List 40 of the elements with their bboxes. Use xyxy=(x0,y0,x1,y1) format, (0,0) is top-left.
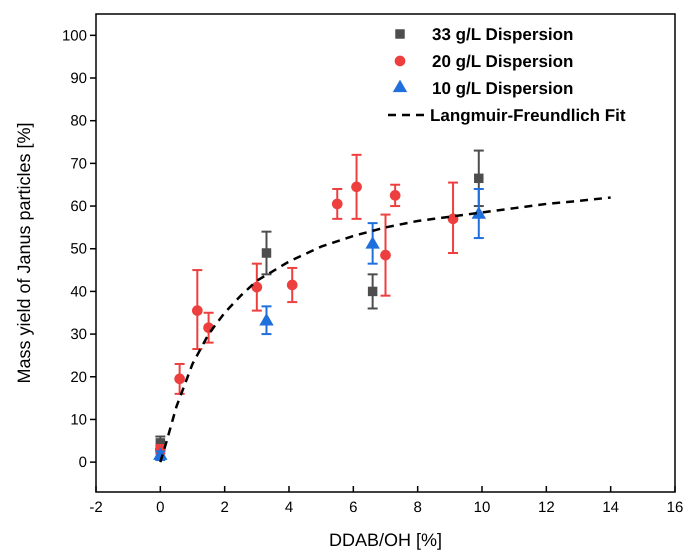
x-tick-label: 10 xyxy=(474,499,490,516)
y-tick-label: 100 xyxy=(62,27,87,44)
point xyxy=(286,280,298,290)
point xyxy=(174,374,185,384)
point xyxy=(368,286,378,296)
point xyxy=(262,248,272,258)
y-tick-label: 0 xyxy=(78,454,87,472)
x-tick-label: 14 xyxy=(602,499,620,516)
y-tick-label: 90 xyxy=(70,70,87,88)
point xyxy=(251,282,262,292)
x-tick-label: 12 xyxy=(538,499,555,516)
point xyxy=(390,190,400,201)
point xyxy=(332,198,343,210)
x-tick-label: 6 xyxy=(349,499,358,516)
y-tick-label: 60 xyxy=(70,198,87,216)
x-tick-label: 16 xyxy=(666,499,684,516)
line-series xyxy=(159,196,612,464)
point xyxy=(380,250,391,260)
y-tick-label: 30 xyxy=(70,326,87,344)
x-axis-title: DDAB/OH [%] xyxy=(328,530,442,550)
y-tick-label: 10 xyxy=(70,411,87,428)
legend-label: 20 g/L Dispersion xyxy=(432,52,574,71)
point xyxy=(448,214,458,224)
x-tick-label: 8 xyxy=(413,499,422,516)
y-tick-label: 80 xyxy=(70,112,87,130)
x-tick-label: 0 xyxy=(156,499,165,516)
x-tick-label: 4 xyxy=(284,499,294,516)
legend-label: Langmuir-Freundlich Fit xyxy=(430,106,626,125)
point xyxy=(474,174,484,184)
y-tick-label: 70 xyxy=(70,155,87,172)
point xyxy=(351,182,362,192)
x-tick-label: 2 xyxy=(220,499,229,516)
y-axis-title: Mass yield of Janus particles [%] xyxy=(14,122,34,384)
point xyxy=(192,305,203,316)
y-tick-label: 20 xyxy=(70,368,87,386)
y-tick-label: 50 xyxy=(70,240,87,258)
legend-label: 10 g/L Dispersion xyxy=(432,79,574,98)
legend-label: 33 g/L Dispersion xyxy=(432,25,574,44)
y-tick-label: 40 xyxy=(70,283,87,300)
x-tick-label: -2 xyxy=(89,499,103,516)
